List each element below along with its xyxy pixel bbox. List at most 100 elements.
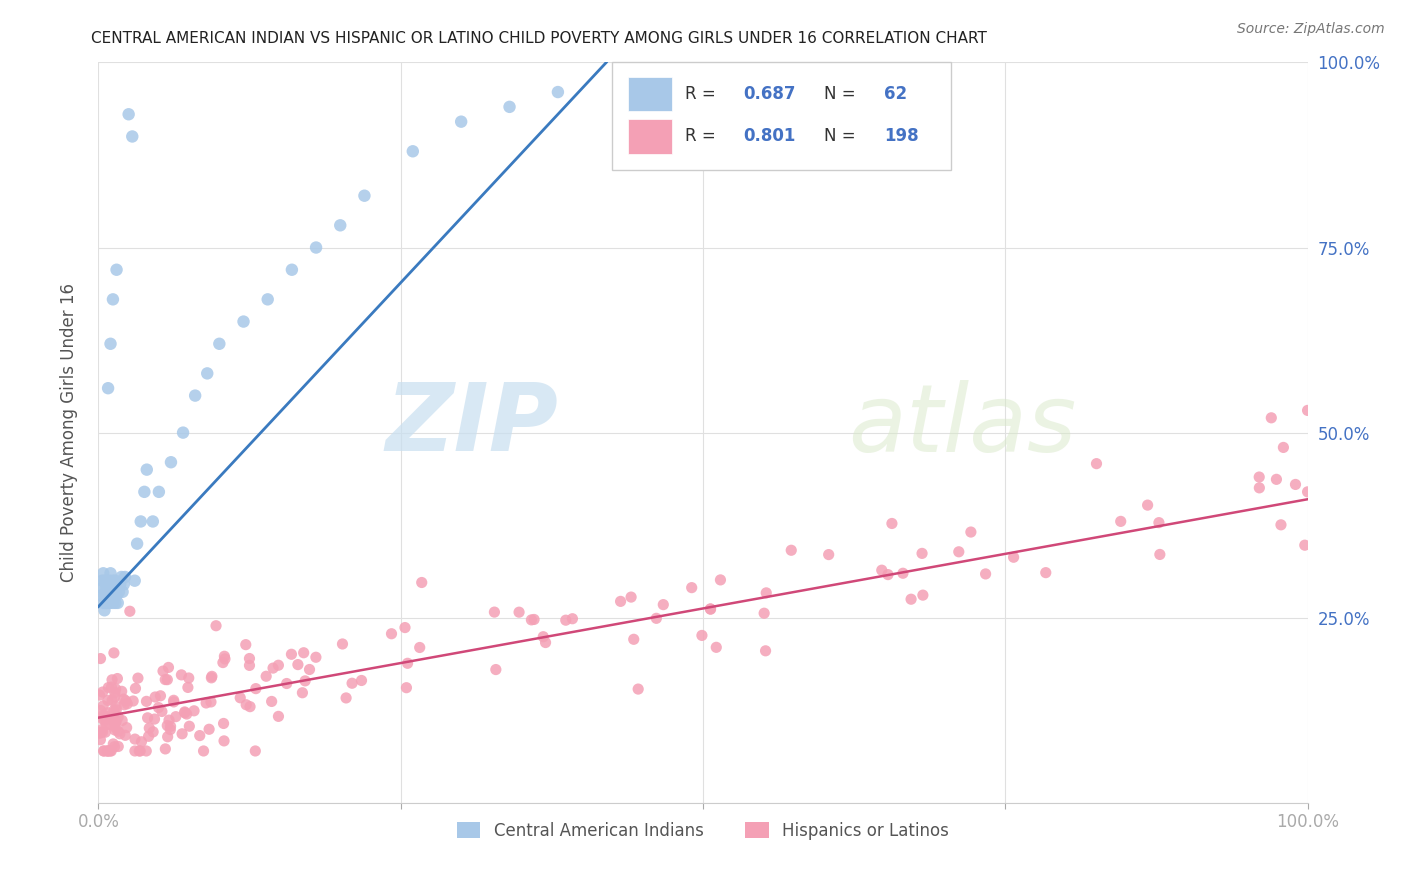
- Point: [105, 672, 128, 686]
- Point: [780, 543, 803, 558]
- Point: [704, 640, 727, 655]
- Point: [114, 728, 136, 742]
- Point: [94, 581, 117, 595]
- Text: R =: R =: [685, 86, 721, 103]
- Point: [142, 724, 165, 739]
- Point: [103, 646, 125, 660]
- Point: [93, 589, 115, 603]
- Point: [960, 524, 983, 539]
- Point: [91, 698, 114, 713]
- Point: [609, 594, 631, 608]
- Point: [111, 684, 134, 698]
- Point: [101, 293, 124, 307]
- Point: [103, 589, 125, 603]
- Text: R =: R =: [685, 128, 721, 145]
- Point: [177, 671, 200, 685]
- Point: [127, 671, 149, 685]
- Point: [118, 107, 141, 121]
- Point: [752, 606, 775, 620]
- Point: [93, 603, 115, 617]
- Point: [104, 690, 127, 704]
- Point: [101, 574, 124, 588]
- Point: [115, 694, 138, 708]
- Point: [97, 596, 120, 610]
- Point: [298, 663, 321, 677]
- Point: [450, 114, 472, 128]
- Point: [148, 484, 170, 499]
- Point: [103, 737, 125, 751]
- Point: [108, 727, 131, 741]
- Text: 62: 62: [884, 86, 907, 103]
- Point: [91, 723, 114, 737]
- Point: [101, 596, 124, 610]
- Point: [911, 546, 934, 560]
- Point: [103, 581, 125, 595]
- Point: [98, 589, 121, 603]
- Point: [256, 293, 278, 307]
- Point: [100, 680, 122, 694]
- Point: [100, 566, 122, 581]
- Point: [239, 699, 262, 714]
- Point: [200, 695, 222, 709]
- Point: [91, 581, 114, 595]
- Point: [100, 717, 122, 731]
- Point: [172, 425, 194, 440]
- Point: [262, 661, 284, 675]
- Point: [91, 596, 114, 610]
- Point: [335, 690, 357, 705]
- Point: [709, 573, 731, 587]
- Point: [353, 188, 375, 202]
- Text: N =: N =: [824, 128, 860, 145]
- Point: [96, 744, 118, 758]
- Point: [96, 744, 118, 758]
- Point: [645, 611, 668, 625]
- Point: [129, 515, 152, 529]
- Text: Source: ZipAtlas.com: Source: ZipAtlas.com: [1237, 22, 1385, 37]
- Point: [681, 581, 703, 595]
- Point: [90, 704, 112, 718]
- Point: [176, 706, 198, 721]
- Point: [305, 650, 328, 665]
- Point: [281, 262, 304, 277]
- Point: [112, 577, 135, 591]
- Text: 0.801: 0.801: [742, 128, 796, 145]
- Point: [280, 647, 302, 661]
- Point: [260, 694, 283, 708]
- Point: [103, 714, 125, 729]
- Point: [135, 462, 157, 476]
- Point: [152, 664, 174, 678]
- Point: [229, 690, 252, 705]
- Point: [91, 574, 114, 588]
- Point: [134, 484, 156, 499]
- Point: [105, 262, 128, 277]
- Point: [155, 673, 177, 687]
- Point: [1249, 481, 1271, 495]
- Point: [89, 726, 111, 740]
- Point: [157, 660, 180, 674]
- Point: [91, 712, 114, 726]
- Point: [91, 725, 114, 739]
- Point: [554, 613, 576, 627]
- Point: [411, 575, 433, 590]
- Point: [900, 592, 922, 607]
- FancyBboxPatch shape: [613, 62, 950, 169]
- Point: [340, 676, 363, 690]
- Point: [104, 714, 127, 729]
- Point: [1296, 403, 1319, 417]
- Point: [138, 729, 160, 743]
- Text: CENTRAL AMERICAN INDIAN VS HISPANIC OR LATINO CHILD POVERTY AMONG GIRLS UNDER 16: CENTRAL AMERICAN INDIAN VS HISPANIC OR L…: [91, 31, 987, 46]
- Point: [107, 739, 129, 754]
- Point: [817, 548, 839, 562]
- Point: [520, 613, 543, 627]
- Point: [93, 744, 115, 758]
- Point: [201, 669, 224, 683]
- Point: [142, 515, 165, 529]
- Point: [880, 516, 903, 531]
- Point: [1249, 470, 1271, 484]
- Point: [232, 314, 254, 328]
- Point: [97, 581, 120, 595]
- Point: [105, 699, 128, 714]
- Point: [409, 640, 432, 655]
- Point: [114, 570, 136, 584]
- Point: [238, 651, 260, 665]
